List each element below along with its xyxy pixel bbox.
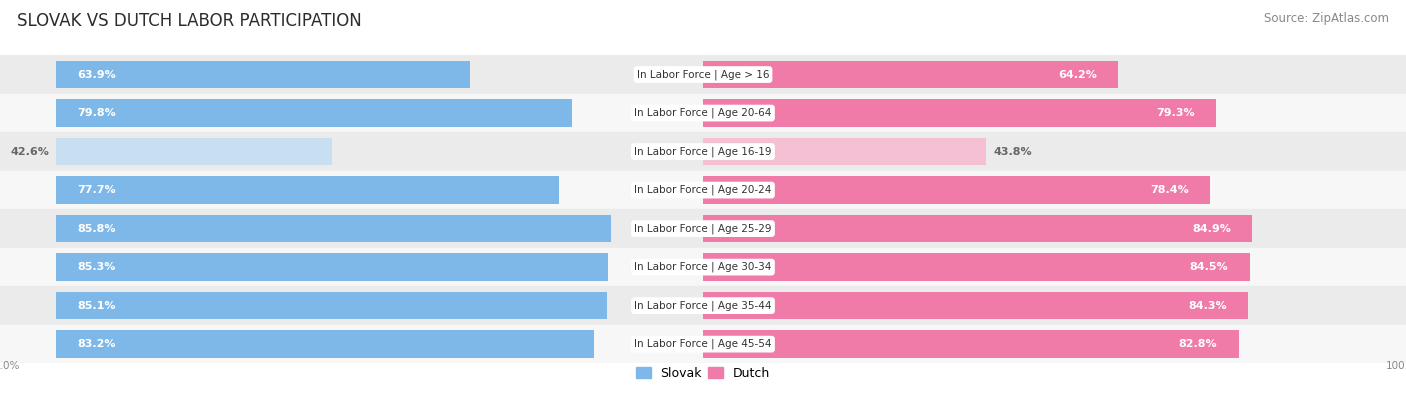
Text: In Labor Force | Age 35-44: In Labor Force | Age 35-44 — [634, 300, 772, 311]
Bar — [56, 176, 558, 204]
Bar — [703, 176, 1211, 204]
Bar — [703, 292, 1249, 320]
Text: 43.8%: 43.8% — [993, 147, 1032, 156]
Text: In Labor Force | Age > 16: In Labor Force | Age > 16 — [637, 69, 769, 80]
Bar — [0, 325, 1406, 363]
Text: In Labor Force | Age 25-29: In Labor Force | Age 25-29 — [634, 223, 772, 234]
Bar — [703, 138, 986, 166]
Text: In Labor Force | Age 20-64: In Labor Force | Age 20-64 — [634, 108, 772, 118]
Bar — [0, 248, 1406, 286]
Text: 82.8%: 82.8% — [1178, 339, 1218, 349]
Bar — [703, 215, 1253, 243]
Text: Source: ZipAtlas.com: Source: ZipAtlas.com — [1264, 12, 1389, 25]
Text: 85.8%: 85.8% — [77, 224, 115, 233]
Bar — [56, 99, 572, 127]
Bar — [0, 171, 1406, 209]
Bar — [0, 209, 1406, 248]
Text: 100.0%: 100.0% — [0, 361, 20, 371]
Text: In Labor Force | Age 16-19: In Labor Force | Age 16-19 — [634, 146, 772, 157]
Text: 77.7%: 77.7% — [77, 185, 115, 195]
Bar — [0, 286, 1406, 325]
Bar — [703, 330, 1239, 358]
Text: 79.8%: 79.8% — [77, 108, 117, 118]
Text: In Labor Force | Age 45-54: In Labor Force | Age 45-54 — [634, 339, 772, 350]
Text: 100.0%: 100.0% — [1386, 361, 1406, 371]
Bar — [56, 138, 332, 166]
Bar — [56, 330, 595, 358]
Bar — [703, 99, 1216, 127]
Text: 64.2%: 64.2% — [1059, 70, 1097, 79]
Bar — [56, 292, 606, 320]
Text: 63.9%: 63.9% — [77, 70, 117, 79]
Text: 78.4%: 78.4% — [1150, 185, 1189, 195]
Text: 42.6%: 42.6% — [10, 147, 49, 156]
Text: 85.3%: 85.3% — [77, 262, 115, 272]
Bar — [0, 55, 1406, 94]
Legend: Slovak, Dutch: Slovak, Dutch — [630, 362, 776, 385]
Text: 84.9%: 84.9% — [1192, 224, 1232, 233]
Bar — [56, 61, 470, 88]
Bar — [703, 61, 1118, 88]
Bar — [0, 132, 1406, 171]
Text: SLOVAK VS DUTCH LABOR PARTICIPATION: SLOVAK VS DUTCH LABOR PARTICIPATION — [17, 12, 361, 30]
Text: 79.3%: 79.3% — [1156, 108, 1195, 118]
Bar — [703, 253, 1250, 281]
Text: 85.1%: 85.1% — [77, 301, 115, 310]
Text: 84.3%: 84.3% — [1188, 301, 1227, 310]
Text: 84.5%: 84.5% — [1189, 262, 1229, 272]
Bar — [56, 215, 612, 243]
Bar — [0, 94, 1406, 132]
Text: In Labor Force | Age 30-34: In Labor Force | Age 30-34 — [634, 262, 772, 273]
Bar — [56, 253, 607, 281]
Text: In Labor Force | Age 20-24: In Labor Force | Age 20-24 — [634, 185, 772, 196]
Text: 83.2%: 83.2% — [77, 339, 115, 349]
